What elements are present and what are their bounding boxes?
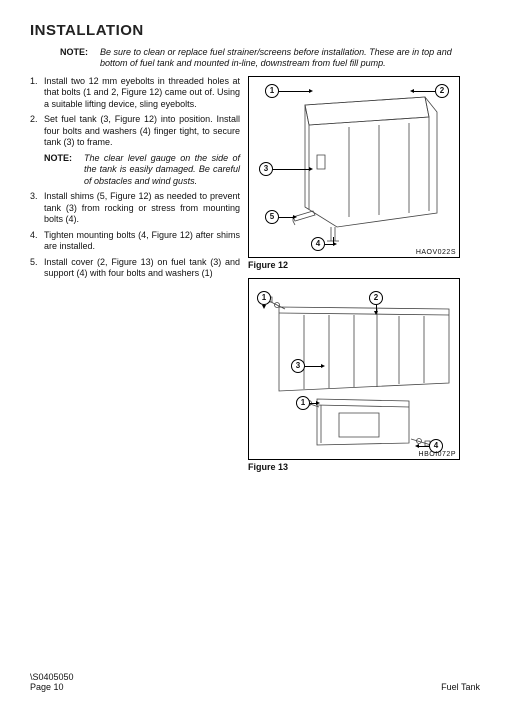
leader [376, 305, 377, 311]
figure-13-tag: HBOI072P [419, 451, 456, 458]
step-2-text: Set fuel tank (3, Figure 12) into positi… [44, 114, 240, 147]
content-columns: 1.Install two 12 mm eyebolts in threaded… [30, 76, 480, 480]
figure-13-drawing [249, 279, 459, 459]
figure-12-drawing [249, 77, 459, 257]
figure-13-caption: Figure 13 [248, 462, 480, 472]
right-column: 1 2 3 4 5 HAOV022S Figure 12 [248, 76, 480, 480]
doc-ref: \S0405050 [30, 672, 74, 682]
callout: 2 [369, 291, 383, 305]
callout: 3 [291, 359, 305, 373]
step-2-note: NOTE: The clear level gauge on the side … [44, 153, 240, 188]
callout: 3 [259, 162, 273, 176]
callout: 1 [296, 396, 310, 410]
callout: 1 [257, 291, 271, 305]
leader [273, 169, 309, 170]
callout: 4 [311, 237, 325, 251]
page: INSTALLATION NOTE: Be sure to clean or r… [0, 0, 510, 710]
top-note: NOTE: Be sure to clean or replace fuel s… [60, 47, 480, 70]
left-column: 1.Install two 12 mm eyebolts in threaded… [30, 76, 242, 480]
note-text: Be sure to clean or replace fuel straine… [100, 47, 476, 70]
leader [310, 403, 316, 404]
leader [305, 366, 321, 367]
callout: 5 [265, 210, 279, 224]
page-number: Page 10 [30, 682, 74, 692]
leader [325, 244, 333, 245]
step-4: 4.Tighten mounting bolts (4, Figure 12) … [30, 230, 242, 253]
step-list: 1.Install two 12 mm eyebolts in threaded… [30, 76, 242, 280]
figure-12-tag: HAOV022S [416, 249, 456, 256]
page-title: INSTALLATION [30, 22, 480, 39]
leader [414, 91, 435, 92]
step-3: 3.Install shims (5, Figure 12) as needed… [30, 191, 242, 226]
callout: 1 [265, 84, 279, 98]
figure-13-box: 1 2 3 1 4 HBOI072P [248, 278, 460, 460]
step-5: 5.Install cover (2, Figure 13) on fuel t… [30, 257, 242, 280]
footer-right: Fuel Tank [441, 682, 480, 692]
leader [279, 91, 309, 92]
note-label: NOTE: [60, 47, 100, 70]
step-2: 2. Set fuel tank (3, Figure 12) into pos… [30, 114, 242, 187]
leader [333, 237, 334, 244]
footer-left: \S0405050 Page 10 [30, 672, 74, 692]
leader [279, 217, 293, 218]
page-footer: \S0405050 Page 10 Fuel Tank [30, 672, 480, 692]
figure-12-caption: Figure 12 [248, 260, 480, 270]
callout: 2 [435, 84, 449, 98]
leader [419, 446, 429, 447]
figure-12-box: 1 2 3 4 5 HAOV022S [248, 76, 460, 258]
step-1: 1.Install two 12 mm eyebolts in threaded… [30, 76, 242, 111]
